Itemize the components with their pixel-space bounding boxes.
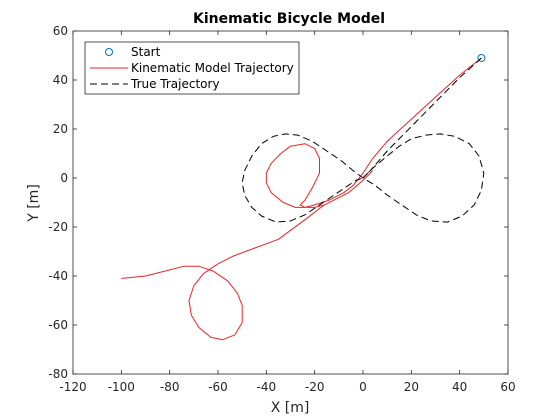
y-tick-label: 20	[53, 122, 68, 136]
y-tick-label: 60	[53, 24, 68, 38]
series-line-4	[241, 133, 485, 223]
y-tick-label: -20	[48, 220, 68, 234]
x-tick-label: 40	[452, 380, 467, 394]
x-tick-label: -100	[108, 380, 135, 394]
legend-label: Kinematic Model Trajectory	[131, 61, 294, 75]
y-tick-label: 40	[53, 73, 68, 87]
axes-layer: -120 -100 -80 -60 -40 -20 0 20 40 60 -80 -60 -40 -20 0…	[48, 24, 515, 394]
series-line-2	[121, 204, 325, 341]
y-tick-label: -40	[48, 269, 68, 283]
series-layer	[121, 53, 486, 341]
start-marker	[477, 53, 486, 62]
legend-label: True Trajectory	[130, 77, 220, 91]
series-line-3	[362, 57, 482, 179]
y-tick-label: -60	[48, 318, 68, 332]
x-tick-label: -60	[208, 380, 228, 394]
legend-label: Start	[131, 45, 161, 59]
x-tick-label: -80	[160, 380, 180, 394]
series-line-1	[265, 57, 482, 208]
x-tick-label: 60	[500, 380, 515, 394]
y-tick-label: -80	[48, 367, 68, 381]
x-tick-label: 0	[359, 380, 367, 394]
x-tick-label: -40	[257, 380, 277, 394]
x-tick-label: 20	[404, 380, 419, 394]
legend-swatch-start	[105, 48, 113, 56]
x-tick-label: -20	[305, 380, 325, 394]
y-axis-label: Y [m]	[26, 184, 42, 223]
axes-box	[72, 30, 509, 375]
x-tick-label: -120	[59, 380, 86, 394]
chart-title: Kinematic Bicycle Model	[193, 11, 385, 27]
x-axis-label: X [m]	[271, 400, 310, 416]
y-tick-label: 0	[60, 171, 68, 185]
legend: Start Kinematic Model Trajectory True Traj…	[84, 41, 300, 95]
